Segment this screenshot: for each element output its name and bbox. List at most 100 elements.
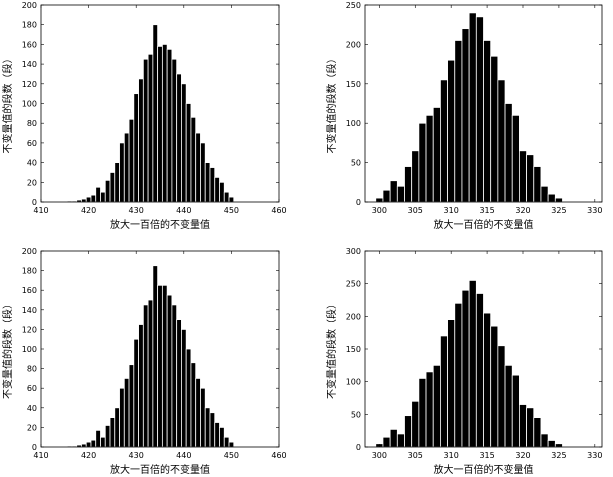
bar [138, 78, 144, 203]
y-axis-label: 不变量值的段数（段） [1, 54, 14, 154]
bar [119, 387, 125, 448]
y-tick-label: 100 [22, 100, 37, 109]
bar [219, 426, 225, 448]
bar [475, 16, 484, 203]
bar [461, 289, 470, 448]
y-axis-label: 不变量值的段数（段） [325, 299, 338, 399]
y-tick-label: 0 [32, 443, 37, 452]
y-tick-label: 100 [22, 345, 37, 354]
bar [157, 284, 163, 448]
bar [104, 425, 111, 448]
bar [123, 377, 130, 448]
bar [152, 24, 159, 203]
bar [396, 185, 405, 203]
y-tick-label: 40 [27, 159, 37, 168]
bar [504, 103, 513, 203]
bar [166, 48, 173, 203]
x-axis-label: 放大一百倍的不变量值 [110, 463, 210, 476]
bar [440, 335, 448, 448]
x-tick-label: 430 [129, 206, 144, 215]
y-tick-label: 0 [356, 198, 361, 207]
x-tick-label: 440 [176, 206, 191, 215]
bar [181, 328, 187, 448]
x-tick-label: 320 [515, 451, 530, 460]
bar [200, 142, 206, 203]
bar [526, 154, 535, 203]
x-tick-label: 460 [271, 206, 286, 215]
bar [209, 167, 216, 203]
bar [483, 312, 492, 448]
y-tick-label: 150 [346, 345, 361, 354]
bar [185, 103, 192, 203]
bar [176, 73, 182, 203]
bar [447, 59, 456, 203]
chart-panel-1: 410 420 430 440 450 460 0 20 40 60 80 100 120 140 160 1… [1, 1, 287, 231]
bar [454, 302, 463, 448]
x-tick-label: 460 [271, 451, 286, 460]
y-tick-label: 60 [27, 139, 37, 148]
y-tick-label: 40 [27, 404, 37, 413]
bar [468, 279, 477, 448]
bar [114, 162, 120, 203]
bar [404, 415, 413, 448]
y-tick-label: 100 [346, 119, 361, 128]
x-axis-label: 放大一百倍的不变量值 [110, 218, 210, 231]
bar [404, 166, 413, 203]
y-tick-label: 20 [27, 178, 37, 187]
x-axis-label: 放大一百倍的不变量值 [434, 463, 534, 476]
x-tick-label: 310 [444, 206, 459, 215]
bar [95, 429, 101, 448]
chart-panel-4: 300 305 310 315 320 325 330 0 50 100 150 200 250 300 放… [325, 247, 602, 476]
x-tick-label: 325 [551, 206, 566, 215]
bar [389, 428, 398, 448]
y-tick-label: 200 [346, 312, 361, 321]
y-tick-label: 100 [346, 378, 361, 387]
bar [195, 377, 201, 448]
bar [454, 40, 463, 203]
bar [204, 407, 211, 448]
bar [389, 180, 398, 203]
bar [171, 304, 178, 448]
bar [195, 132, 201, 203]
x-tick-label: 300 [372, 451, 387, 460]
bar [147, 53, 154, 203]
y-tick-label: 140 [22, 306, 37, 315]
x-tick-label: 440 [176, 451, 191, 460]
bar [109, 172, 116, 203]
bar [483, 40, 492, 203]
bar [432, 364, 441, 448]
bar [214, 422, 220, 448]
x-tick-label: 315 [479, 451, 494, 460]
bar [200, 387, 206, 448]
bar [109, 417, 116, 448]
plot-frame [364, 4, 603, 203]
y-tick-label: 20 [27, 423, 37, 432]
bar [190, 116, 197, 203]
x-tick-label: 330 [587, 206, 602, 215]
bar [432, 107, 441, 203]
x-tick-label: 450 [224, 206, 239, 215]
bar [519, 150, 527, 203]
x-axis-label: 放大一百倍的不变量值 [434, 218, 534, 231]
y-tick-label: 50 [351, 159, 361, 168]
bar [214, 176, 220, 203]
x-tick-label: 300 [372, 206, 387, 215]
bar [533, 417, 542, 448]
bar [152, 265, 159, 448]
y-axis-label: 不变量值的段数（段） [1, 299, 14, 399]
bar [223, 191, 230, 203]
y-tick-label: 200 [22, 1, 37, 10]
y-tick-label: 250 [346, 280, 361, 289]
y-tick-label: 80 [27, 119, 37, 128]
y-tick-label: 120 [22, 325, 37, 334]
bar [181, 83, 187, 203]
bar [81, 198, 87, 203]
bar [161, 44, 168, 203]
bar [176, 319, 182, 448]
x-tick-label: 310 [444, 451, 459, 460]
bar [157, 45, 163, 203]
bar [190, 362, 197, 448]
x-tick-label: 450 [224, 451, 239, 460]
bar [504, 364, 513, 448]
